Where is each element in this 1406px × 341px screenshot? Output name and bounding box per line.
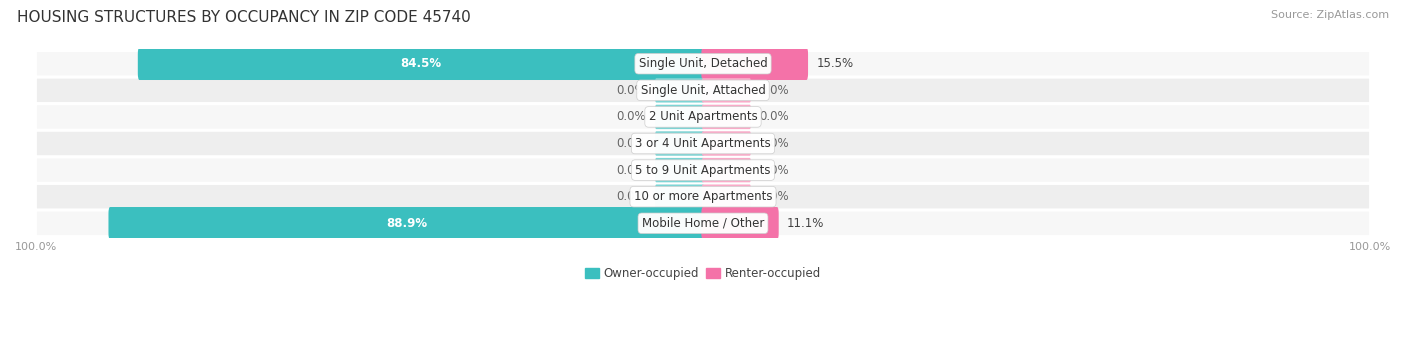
- FancyBboxPatch shape: [702, 105, 751, 129]
- FancyBboxPatch shape: [702, 184, 751, 209]
- Text: 0.0%: 0.0%: [617, 137, 647, 150]
- Text: 0.0%: 0.0%: [617, 164, 647, 177]
- FancyBboxPatch shape: [37, 51, 1369, 76]
- FancyBboxPatch shape: [37, 77, 1369, 103]
- Text: Single Unit, Detached: Single Unit, Detached: [638, 57, 768, 70]
- Text: Single Unit, Attached: Single Unit, Attached: [641, 84, 765, 97]
- FancyBboxPatch shape: [37, 210, 1369, 236]
- FancyBboxPatch shape: [655, 78, 704, 103]
- Text: 10 or more Apartments: 10 or more Apartments: [634, 190, 772, 203]
- Text: 88.9%: 88.9%: [387, 217, 427, 230]
- Text: 0.0%: 0.0%: [617, 110, 647, 123]
- FancyBboxPatch shape: [702, 47, 808, 80]
- Text: 84.5%: 84.5%: [401, 57, 441, 70]
- FancyBboxPatch shape: [655, 184, 704, 209]
- Text: HOUSING STRUCTURES BY OCCUPANCY IN ZIP CODE 45740: HOUSING STRUCTURES BY OCCUPANCY IN ZIP C…: [17, 10, 471, 25]
- FancyBboxPatch shape: [702, 131, 751, 156]
- FancyBboxPatch shape: [702, 78, 751, 103]
- Text: Source: ZipAtlas.com: Source: ZipAtlas.com: [1271, 10, 1389, 20]
- Text: 0.0%: 0.0%: [759, 110, 789, 123]
- Text: 2 Unit Apartments: 2 Unit Apartments: [648, 110, 758, 123]
- FancyBboxPatch shape: [655, 158, 704, 182]
- Text: 11.1%: 11.1%: [787, 217, 824, 230]
- Text: 0.0%: 0.0%: [759, 84, 789, 97]
- Text: 0.0%: 0.0%: [759, 137, 789, 150]
- FancyBboxPatch shape: [37, 104, 1369, 130]
- FancyBboxPatch shape: [655, 105, 704, 129]
- FancyBboxPatch shape: [138, 47, 704, 80]
- Legend: Owner-occupied, Renter-occupied: Owner-occupied, Renter-occupied: [579, 263, 827, 285]
- Text: Mobile Home / Other: Mobile Home / Other: [641, 217, 765, 230]
- Text: 0.0%: 0.0%: [759, 164, 789, 177]
- FancyBboxPatch shape: [702, 158, 751, 182]
- Text: 0.0%: 0.0%: [617, 84, 647, 97]
- Text: 5 to 9 Unit Apartments: 5 to 9 Unit Apartments: [636, 164, 770, 177]
- Text: 0.0%: 0.0%: [617, 190, 647, 203]
- Text: 15.5%: 15.5%: [817, 57, 853, 70]
- FancyBboxPatch shape: [37, 131, 1369, 156]
- Text: 0.0%: 0.0%: [759, 190, 789, 203]
- FancyBboxPatch shape: [702, 207, 779, 240]
- Text: 3 or 4 Unit Apartments: 3 or 4 Unit Apartments: [636, 137, 770, 150]
- FancyBboxPatch shape: [108, 207, 704, 240]
- FancyBboxPatch shape: [655, 131, 704, 156]
- FancyBboxPatch shape: [37, 157, 1369, 183]
- FancyBboxPatch shape: [37, 184, 1369, 209]
